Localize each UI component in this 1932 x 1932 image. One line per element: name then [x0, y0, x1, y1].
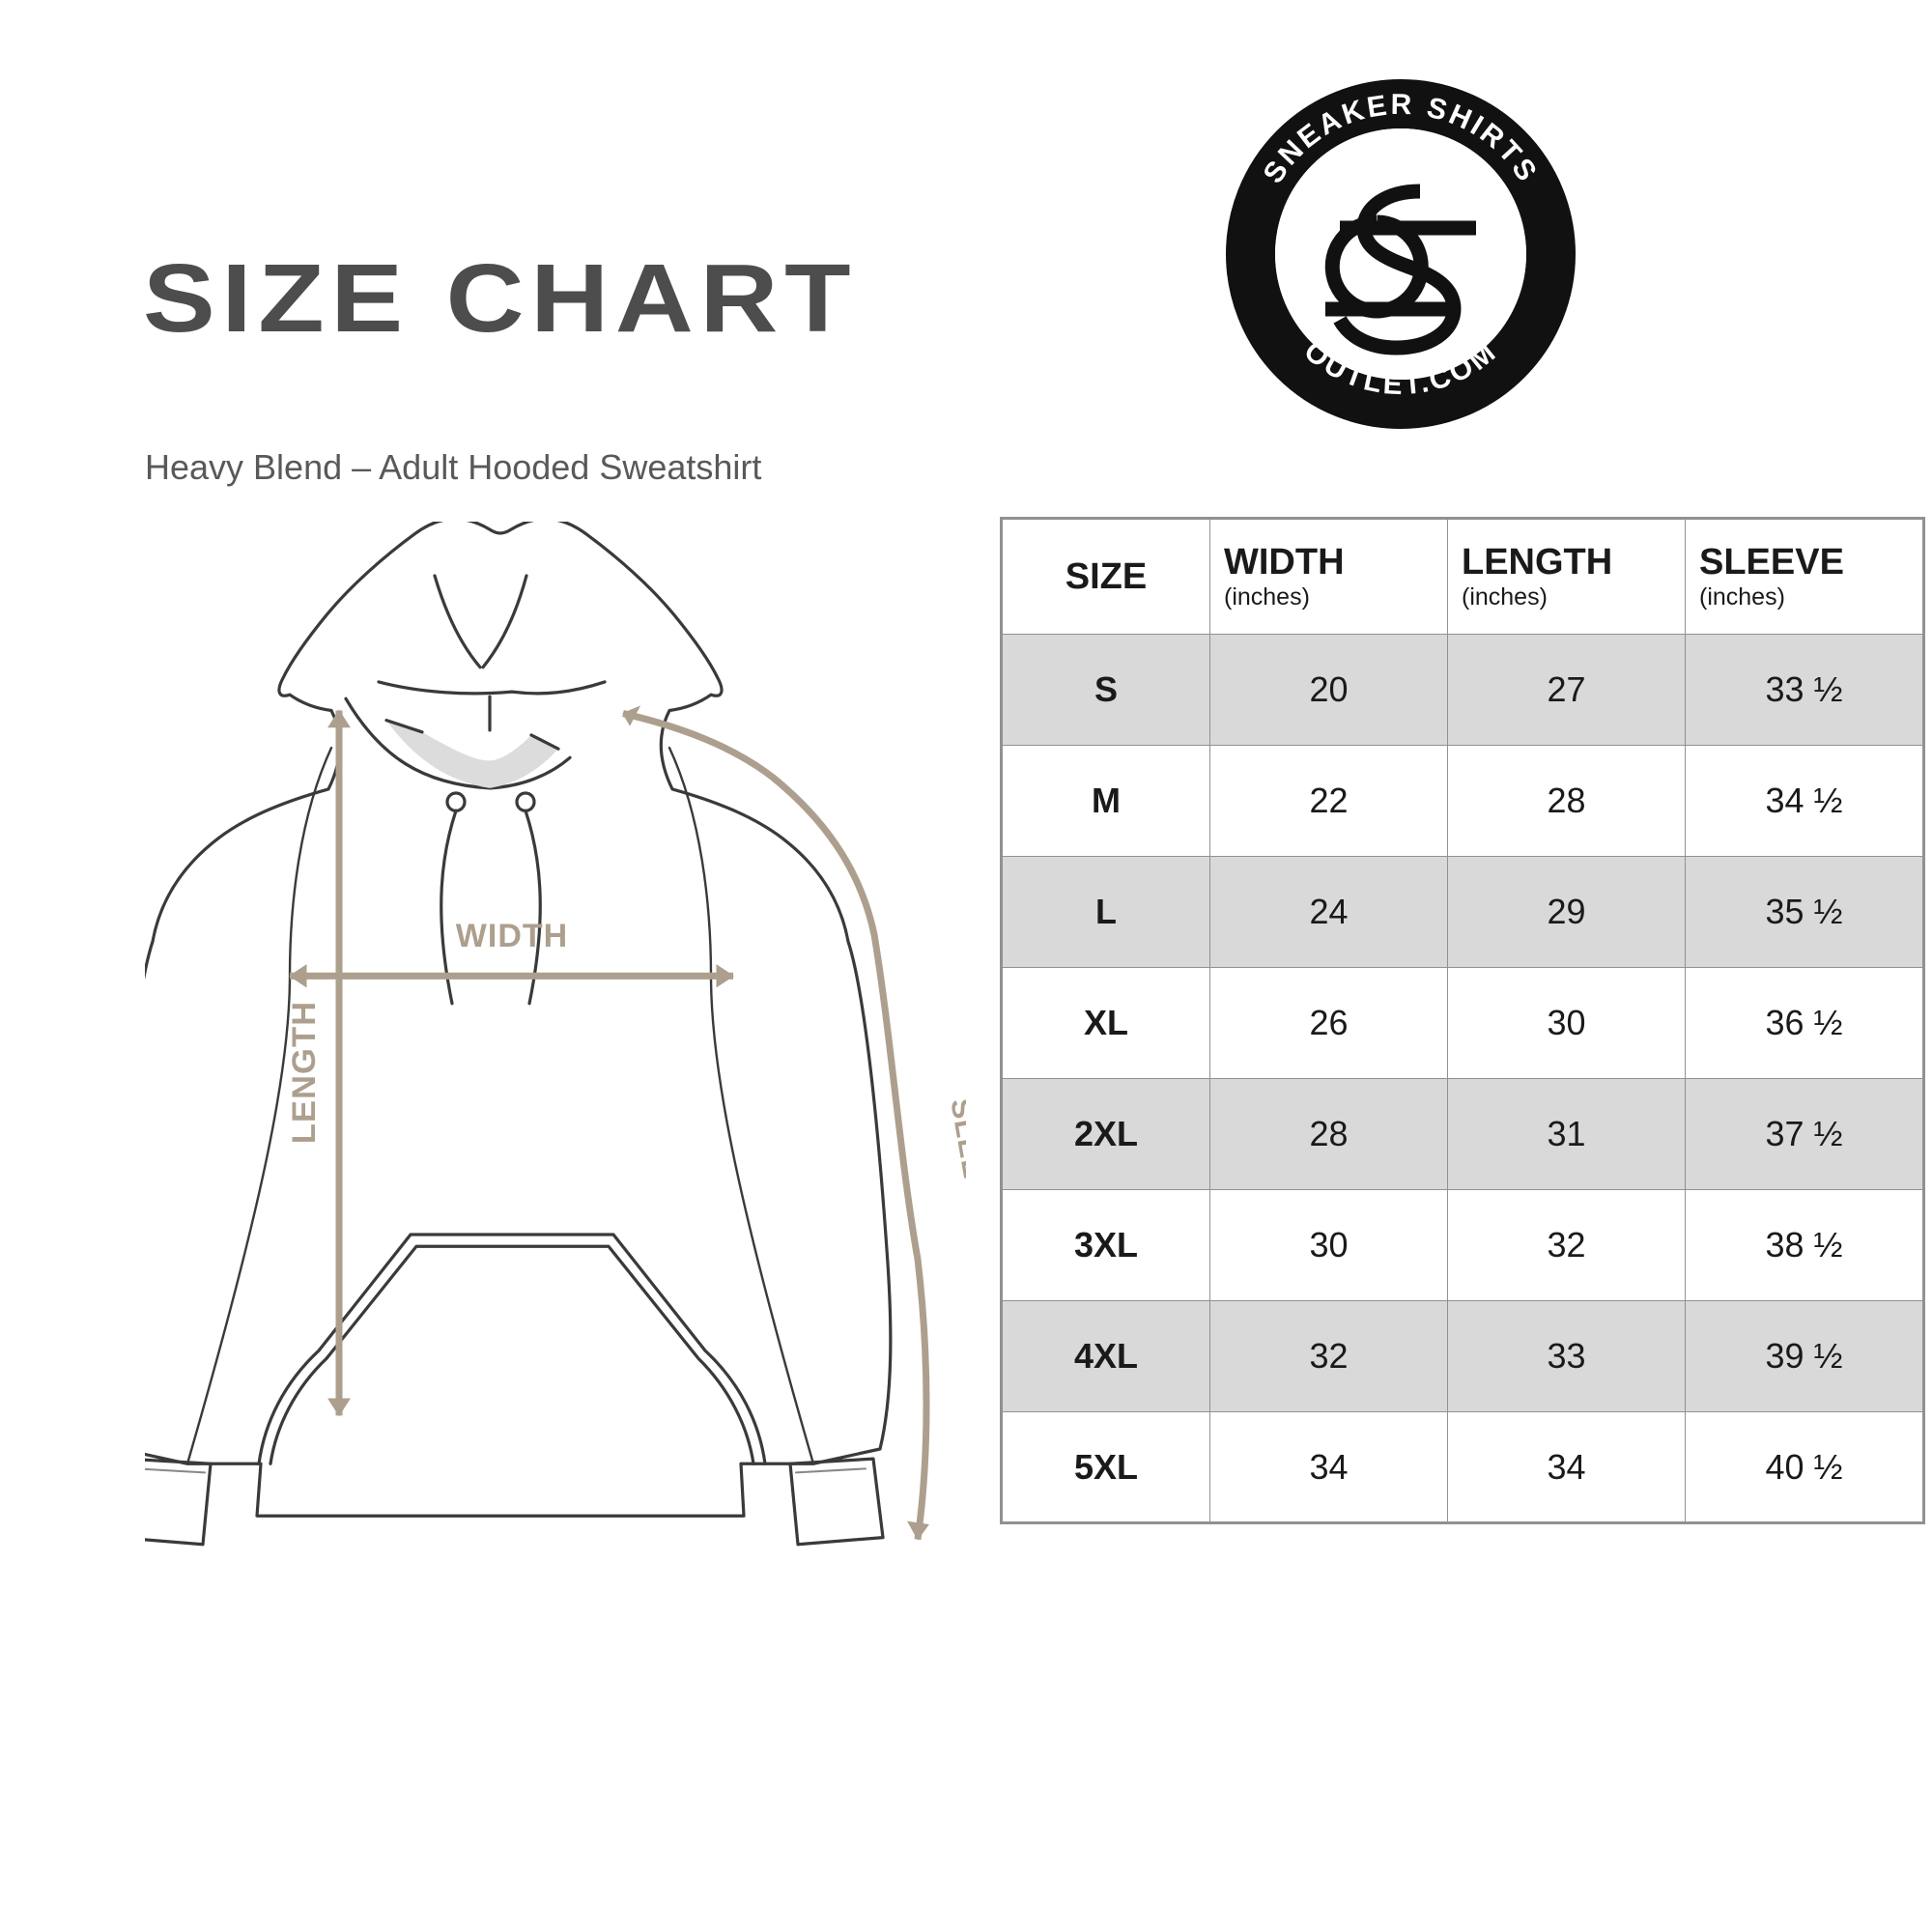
- svg-text:SLEEVE: SLEEVE: [944, 1096, 966, 1222]
- svg-text:WIDTH: WIDTH: [456, 918, 568, 954]
- svg-text:LENGTH: LENGTH: [286, 1001, 323, 1144]
